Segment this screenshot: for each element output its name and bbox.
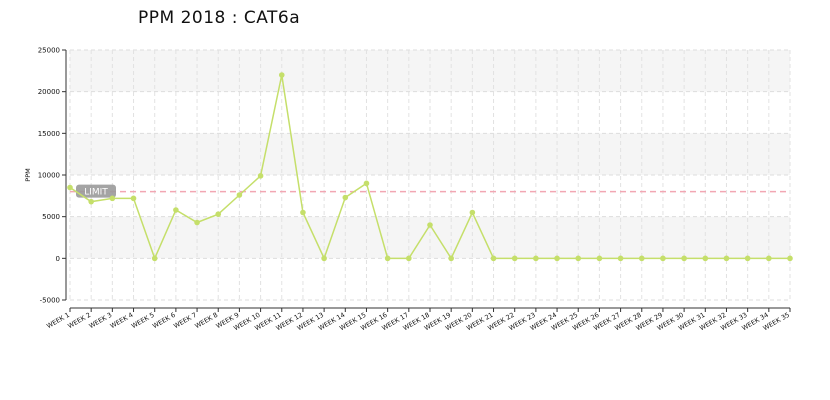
data-point xyxy=(363,180,370,187)
data-point xyxy=(215,211,222,217)
data-point xyxy=(173,207,179,213)
background-bands xyxy=(70,50,790,259)
data-point xyxy=(533,255,539,262)
data-point xyxy=(236,192,243,198)
x-tick-label: WEEK 8 xyxy=(193,311,219,330)
data-point xyxy=(67,184,73,191)
y-tick-label: 10000 xyxy=(38,172,60,180)
data-point xyxy=(257,173,264,179)
data-point xyxy=(406,255,412,262)
data-point xyxy=(702,255,709,262)
y-tick-label: -5000 xyxy=(40,297,60,305)
data-point xyxy=(194,219,200,226)
y-tick-labels: -5000 0 5000 10000 15000 20000 25000 xyxy=(38,47,66,305)
data-point xyxy=(766,255,772,262)
background-band xyxy=(70,50,790,92)
data-point xyxy=(342,194,349,201)
data-point xyxy=(787,255,793,262)
data-point xyxy=(448,255,454,262)
data-point xyxy=(638,255,645,262)
x-tick-label: WEEK 3 xyxy=(88,311,114,330)
limit-line-group: LIMIT xyxy=(70,184,790,198)
data-point xyxy=(469,209,476,216)
limit-label-bg xyxy=(76,184,116,198)
data-point xyxy=(151,255,158,262)
data-point xyxy=(575,255,582,262)
data-point xyxy=(723,255,730,262)
data-point xyxy=(554,255,560,262)
background-band xyxy=(70,133,790,175)
limit-label: LIMIT xyxy=(84,188,108,198)
data-point xyxy=(744,255,751,262)
y-tick-label: 25000 xyxy=(38,47,60,55)
data-point xyxy=(490,255,497,262)
data-point xyxy=(300,209,306,216)
x-tick-label: WEEK 5 xyxy=(130,311,156,330)
data-point xyxy=(427,222,433,228)
data-point xyxy=(681,255,687,262)
y-tick-label: 20000 xyxy=(38,88,60,96)
grid-lines xyxy=(69,49,791,301)
y-tick-label: 0 xyxy=(56,255,60,263)
x-tick-label: WEEK 2 xyxy=(66,311,92,330)
data-point xyxy=(596,255,603,262)
data-point xyxy=(278,72,285,78)
data-point xyxy=(660,255,666,262)
data-point xyxy=(130,195,137,202)
y-axis-title: PPM xyxy=(24,168,32,181)
series-group xyxy=(67,72,793,262)
chart-title: PPM 2018 : CAT6a xyxy=(138,8,301,28)
y-tick-label: 5000 xyxy=(42,213,60,221)
x-tick-label: WEEK 6 xyxy=(151,311,177,330)
y-tick-label: 15000 xyxy=(38,130,60,138)
data-point xyxy=(88,198,94,205)
x-tick-label: WEEK 7 xyxy=(172,311,198,330)
data-point xyxy=(321,255,327,262)
x-tick-label: WEEK 1 xyxy=(45,311,71,330)
x-tick-label: WEEK 4 xyxy=(109,311,135,330)
data-point xyxy=(384,255,391,262)
data-point xyxy=(511,255,518,262)
data-point xyxy=(109,195,116,202)
data-point xyxy=(617,255,624,262)
